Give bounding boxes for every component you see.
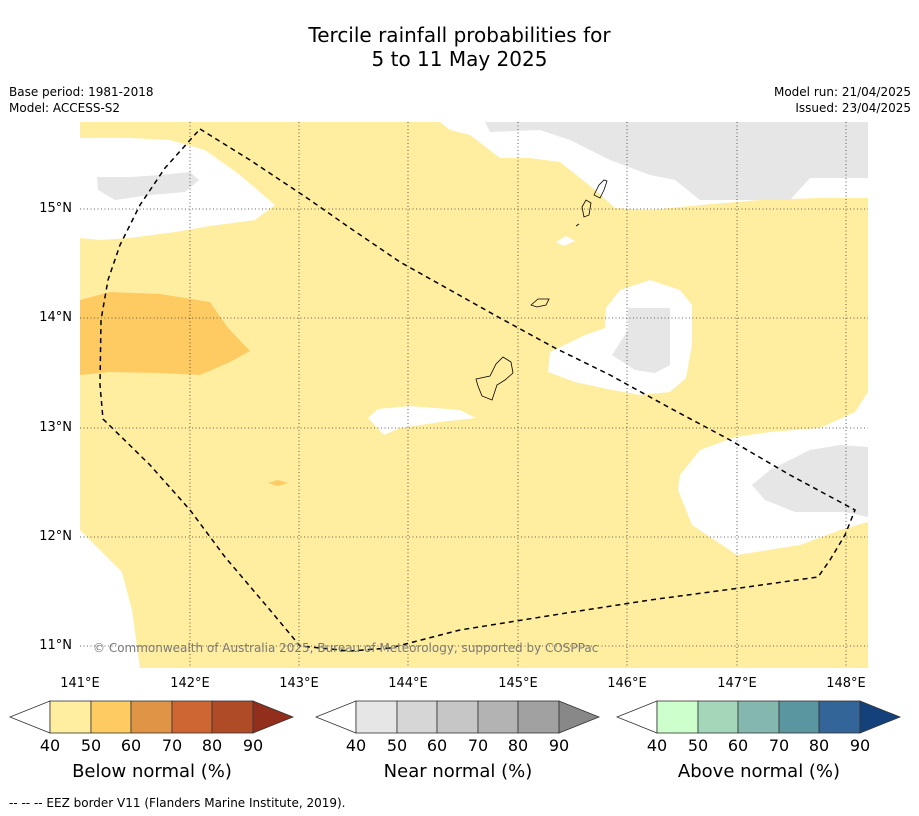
lon-label-144e: 144°E xyxy=(388,676,428,691)
cb-near-tick: 80 xyxy=(507,736,529,755)
copyright-credit: © Commonwealth of Australia 2025, Bureau… xyxy=(93,641,599,655)
cb-below-label: Below normal (%) xyxy=(72,761,232,782)
lon-label-142e: 142°E xyxy=(170,676,210,691)
model-name: Model: ACCESS-S2 xyxy=(9,101,121,115)
cb-near-tick: 40 xyxy=(345,736,367,755)
cb-above-under xyxy=(615,700,658,734)
cb-above-tick: 40 xyxy=(646,736,668,755)
island-tinian xyxy=(581,199,592,218)
island-saipan xyxy=(593,179,608,199)
cb-near-under xyxy=(314,700,357,734)
lon-label-145e: 145°E xyxy=(498,676,538,691)
meta-right: Model run: 21/04/2025 Issued: 23/04/2025 xyxy=(774,84,911,116)
cb-above-tick: 90 xyxy=(849,736,871,755)
cb-above-tick: 60 xyxy=(727,736,749,755)
cb-above-tick: 80 xyxy=(808,736,830,755)
map-title-line1: Tercile rainfall probabilities for xyxy=(308,23,611,47)
near-normal-region-north xyxy=(485,122,868,200)
cb-below-tick: 50 xyxy=(80,736,102,755)
cb-above-50-60 xyxy=(697,700,739,734)
cb-near-tick: 60 xyxy=(426,736,448,755)
lon-label-143e: 143°E xyxy=(279,676,319,691)
lat-label-15n: 15°N xyxy=(39,201,72,216)
near-normal-region-east xyxy=(612,308,670,373)
cb-below-under xyxy=(8,700,51,734)
cb-above-label: Above normal (%) xyxy=(677,761,841,782)
map-title-line2: 5 to 11 May 2025 xyxy=(371,47,548,71)
cb-below-tick: 60 xyxy=(120,736,142,755)
cb-below-70-80 xyxy=(171,700,213,734)
cb-above-tick: 50 xyxy=(687,736,709,755)
near-normal-region-south-east xyxy=(752,445,868,517)
white-region-islet xyxy=(556,236,575,246)
lat-label-14n: 14°N xyxy=(39,310,72,325)
cb-near-60-70 xyxy=(436,700,479,734)
model-run: Model run: 21/04/2025 xyxy=(773,85,911,99)
cb-below-tick: 80 xyxy=(201,736,223,755)
cb-below-tick: 40 xyxy=(39,736,61,755)
cb-above-40-50 xyxy=(656,700,699,734)
lat-label-13n: 13°N xyxy=(39,420,72,435)
cb-below-tick: 90 xyxy=(242,736,264,755)
cb-near-80-90 xyxy=(517,700,560,734)
lat-label-11n: 11°N xyxy=(39,638,72,653)
eez-border xyxy=(99,128,856,652)
cb-above-80-90 xyxy=(818,700,861,734)
eez-legend: -- -- -- EEZ border V11 (Flanders Marine… xyxy=(9,796,346,810)
cb-near-label: Near normal (%) xyxy=(383,761,533,782)
below-normal-60-region xyxy=(80,292,250,375)
cb-near-tick: 70 xyxy=(467,736,489,755)
base-period: Base period: 1981-2018 xyxy=(9,85,154,99)
cb-above-over xyxy=(859,700,902,734)
cb-above-70-80 xyxy=(778,700,820,734)
island-guam xyxy=(475,356,514,401)
lon-label-147e: 147°E xyxy=(717,676,757,691)
cb-near-tick: 50 xyxy=(386,736,408,755)
islands xyxy=(475,179,608,401)
cb-below-40-50 xyxy=(49,700,92,734)
cb-below-60-70 xyxy=(130,700,173,734)
cb-near-40-50 xyxy=(355,700,398,734)
cb-below-80-90 xyxy=(211,700,254,734)
cb-near-70-80 xyxy=(477,700,519,734)
map-layer xyxy=(80,122,868,668)
lon-label-146e: 146°E xyxy=(607,676,647,691)
graticule xyxy=(80,122,868,668)
cb-above-tick: 70 xyxy=(768,736,790,755)
cb-near-tick: 90 xyxy=(548,736,570,755)
colorbar-below-normal xyxy=(8,700,295,734)
near-normal-region-north-west xyxy=(97,172,199,200)
island-aguijan xyxy=(575,223,580,227)
colorbar-above-normal xyxy=(615,700,902,734)
cb-near-50-60 xyxy=(396,700,438,734)
lon-label-148e: 148°E xyxy=(826,676,866,691)
cb-below-tick: 70 xyxy=(161,736,183,755)
cb-below-50-60 xyxy=(90,700,132,734)
island-rota xyxy=(530,298,550,308)
lat-label-12n: 12°N xyxy=(39,529,72,544)
lon-label-141e: 141°E xyxy=(60,676,100,691)
cb-below-over xyxy=(252,700,295,734)
colorbar-near-normal xyxy=(314,700,601,734)
meta-left: Base period: 1981-2018 Model: ACCESS-S2 xyxy=(9,84,154,116)
cb-near-over xyxy=(558,700,601,734)
below-normal-60-speck xyxy=(268,480,288,486)
white-region-south-west xyxy=(80,530,140,668)
cb-above-60-70 xyxy=(737,700,780,734)
issued-date: Issued: 23/04/2025 xyxy=(795,101,911,115)
